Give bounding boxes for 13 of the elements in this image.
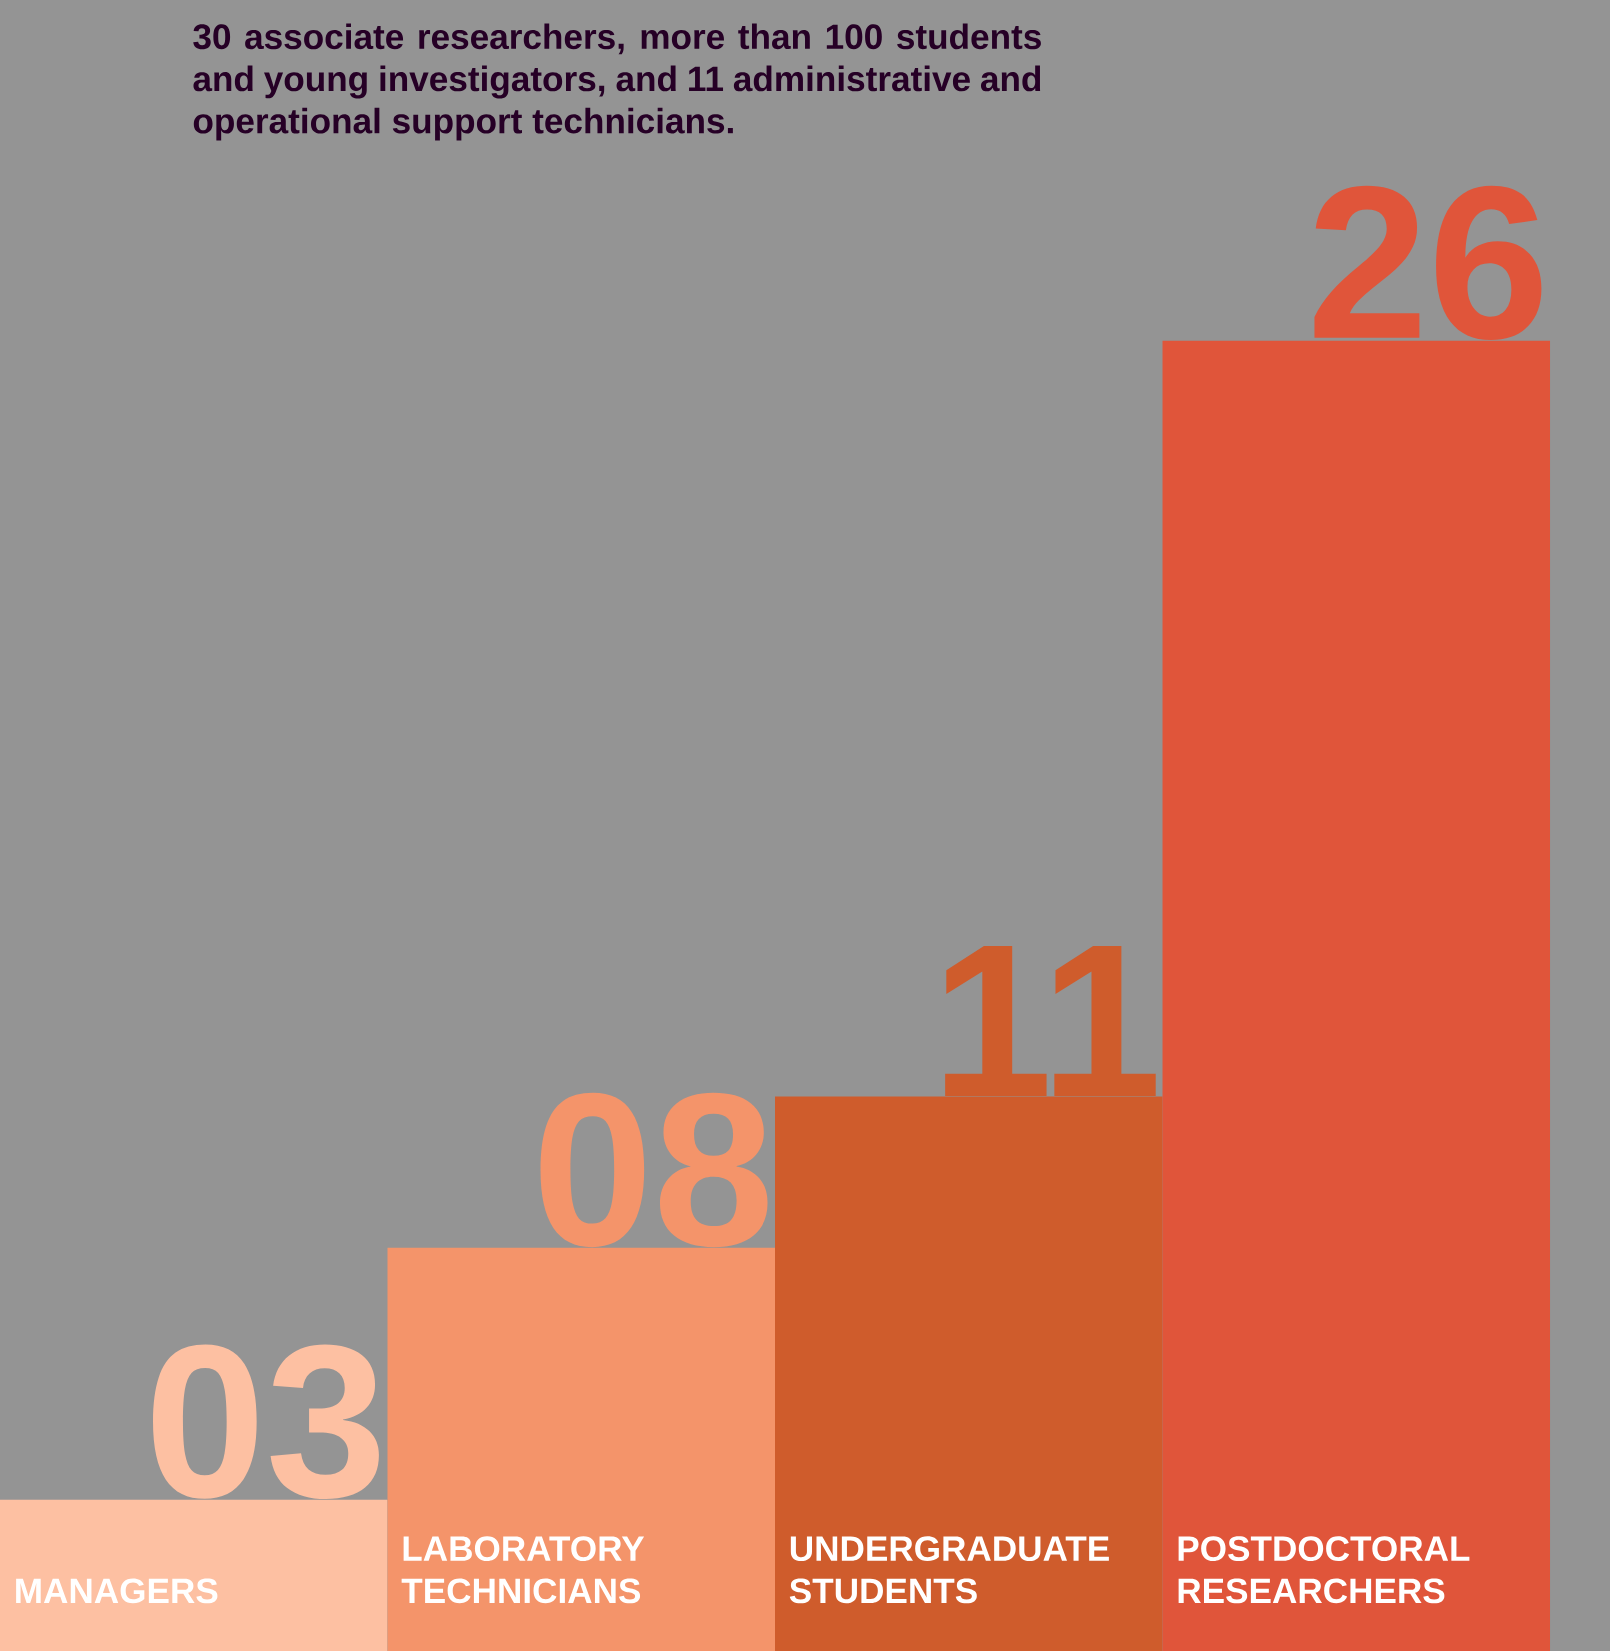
data-label: 11 bbox=[945, 945, 1156, 1096]
data-label: 03 bbox=[153, 1344, 379, 1500]
bar bbox=[0, 1499, 388, 1651]
x-tick-label: UNDERGRADUATE STUDENTS bbox=[789, 1536, 1109, 1604]
bar bbox=[387, 1247, 776, 1651]
data-label: 26 bbox=[1314, 185, 1542, 340]
text: 30 associate researchers, more than 100 students and young investigators, and 11 administrative and operational support technicians. bbox=[193, 23, 1041, 141]
x-tick-label: POSTDOCTORAL RESEARCHERS bbox=[1178, 1536, 1470, 1604]
bar bbox=[775, 1096, 1163, 1651]
x-tick-label: MANAGERS bbox=[16, 1578, 218, 1604]
x-tick-label: LABORATORY TECHNICIANS bbox=[401, 1536, 645, 1604]
bar bbox=[1162, 340, 1551, 1651]
data-label: 08 bbox=[540, 1092, 768, 1248]
